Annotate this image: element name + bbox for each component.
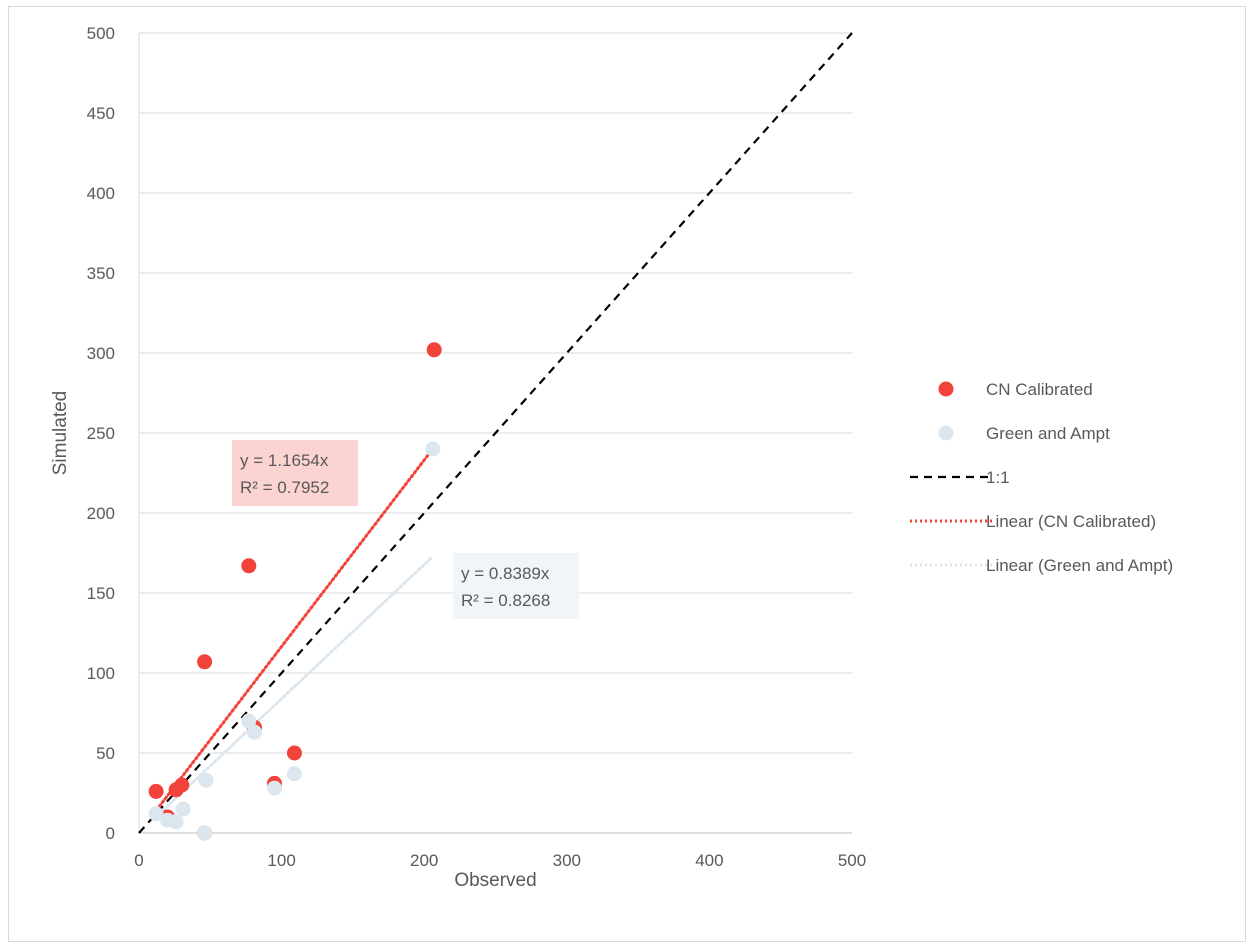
x-tick-label: 100 [267,851,295,870]
x-tick-label: 500 [838,851,866,870]
trendline-equation-box [232,440,358,506]
data-point-green-and-ampt [197,825,213,841]
trendline-equation-text: R² = 0.8268 [461,591,550,610]
y-tick-label: 150 [87,584,115,603]
y-tick-label: 200 [87,504,115,523]
trendline-linear-cn-calibrated [154,445,436,813]
data-point-green-and-ampt [148,806,164,822]
legend-label: Green and Ampt [986,424,1110,443]
series-line-1-1 [138,32,853,834]
data-point-green-and-ampt [198,772,214,788]
data-point-green-and-ampt [425,441,441,457]
legend-marker-green-and-ampt [938,425,954,441]
trendline-equation-text: y = 0.8389x [461,564,550,583]
y-tick-label: 450 [87,104,115,123]
legend-label: 1:1 [986,468,1010,487]
data-point-green-and-ampt [241,713,257,729]
x-tick-label: 200 [410,851,438,870]
x-axis-title: Observed [454,870,536,891]
y-tick-label: 400 [87,184,115,203]
legend-marker-cn-calibrated [938,381,954,397]
x-tick-label: 400 [695,851,723,870]
data-point-green-and-ampt [286,766,302,782]
data-point-green-and-ampt [175,801,191,817]
data-point-green-and-ampt [168,814,184,830]
x-tick-label: 300 [553,851,581,870]
y-tick-label: 300 [87,344,115,363]
y-tick-label: 100 [87,664,115,683]
trendline-linear-green-and-ampt [154,554,435,819]
legend-label: CN Calibrated [986,380,1093,399]
legend-label: Linear (CN Calibrated) [986,512,1156,531]
trendline-equation-text: R² = 0.7952 [240,478,329,497]
y-axis-title: Simulated [50,391,71,476]
y-tick-label: 250 [87,424,115,443]
x-tick-label: 0 [134,851,143,870]
data-point-green-and-ampt [247,724,263,740]
data-point-cn-calibrated [426,342,442,358]
data-point-cn-calibrated [286,745,302,761]
chart-frame [8,6,1246,942]
trendline-equation-box [453,553,579,619]
y-tick-label: 0 [106,824,115,843]
data-point-cn-calibrated [174,777,190,793]
y-tick-label: 50 [96,744,115,763]
data-point-cn-calibrated [197,654,213,670]
legend-label: Linear (Green and Ampt) [986,556,1173,575]
data-point-cn-calibrated [241,558,257,574]
trendline-equation-text: y = 1.1654x [240,451,329,470]
data-point-cn-calibrated [148,783,164,799]
data-point-green-and-ampt [266,780,282,796]
y-tick-label: 500 [87,24,115,43]
y-tick-label: 350 [87,264,115,283]
